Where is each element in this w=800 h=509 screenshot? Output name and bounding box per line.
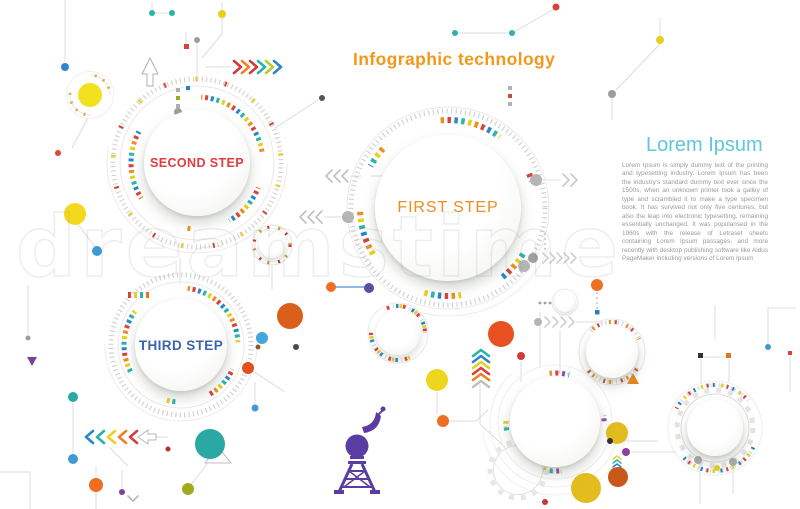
yellow-gear-circle	[78, 83, 102, 107]
ring-second-step	[106, 72, 288, 254]
ring-first-step	[339, 99, 557, 317]
decorative-circle-small-1	[259, 232, 285, 258]
radio-tower-icon	[334, 406, 386, 494]
decorative-circle-medium	[586, 326, 638, 378]
article-heading: Lorem Ipsum	[646, 134, 763, 156]
decorative-sphere	[555, 292, 575, 312]
step-circle-third: THIRD STEP	[135, 299, 227, 391]
block-arrow-icon	[137, 429, 157, 445]
decorative-circle-large	[510, 377, 600, 467]
circuit-lines-dashed	[544, 233, 598, 309]
block-arrow-up-icon	[141, 56, 159, 87]
tick-squares	[128, 44, 792, 436]
chevrons-right-icon	[232, 59, 283, 75]
chevrons-up-icon	[471, 348, 491, 389]
step-circle-second: SECOND STEP	[144, 110, 250, 216]
step-label-third: THIRD STEP	[138, 337, 224, 353]
step-circle-first: FIRST STEP	[375, 135, 521, 281]
decorative-circle-small-2	[376, 311, 420, 355]
step-label-first: FIRST STEP	[397, 199, 499, 216]
page-title: Infographic technology	[353, 49, 556, 69]
article-body: Lorem Ipsum is simply dummy text of the …	[622, 162, 768, 262]
chevrons-gray-icon	[127, 169, 578, 502]
decorative-circle-gear	[687, 400, 743, 456]
step-label-second: SECOND STEP	[150, 156, 244, 170]
chevrons-left-icon	[84, 429, 139, 445]
ring-third-step	[104, 268, 258, 422]
gear-ring-icon	[66, 71, 763, 501]
